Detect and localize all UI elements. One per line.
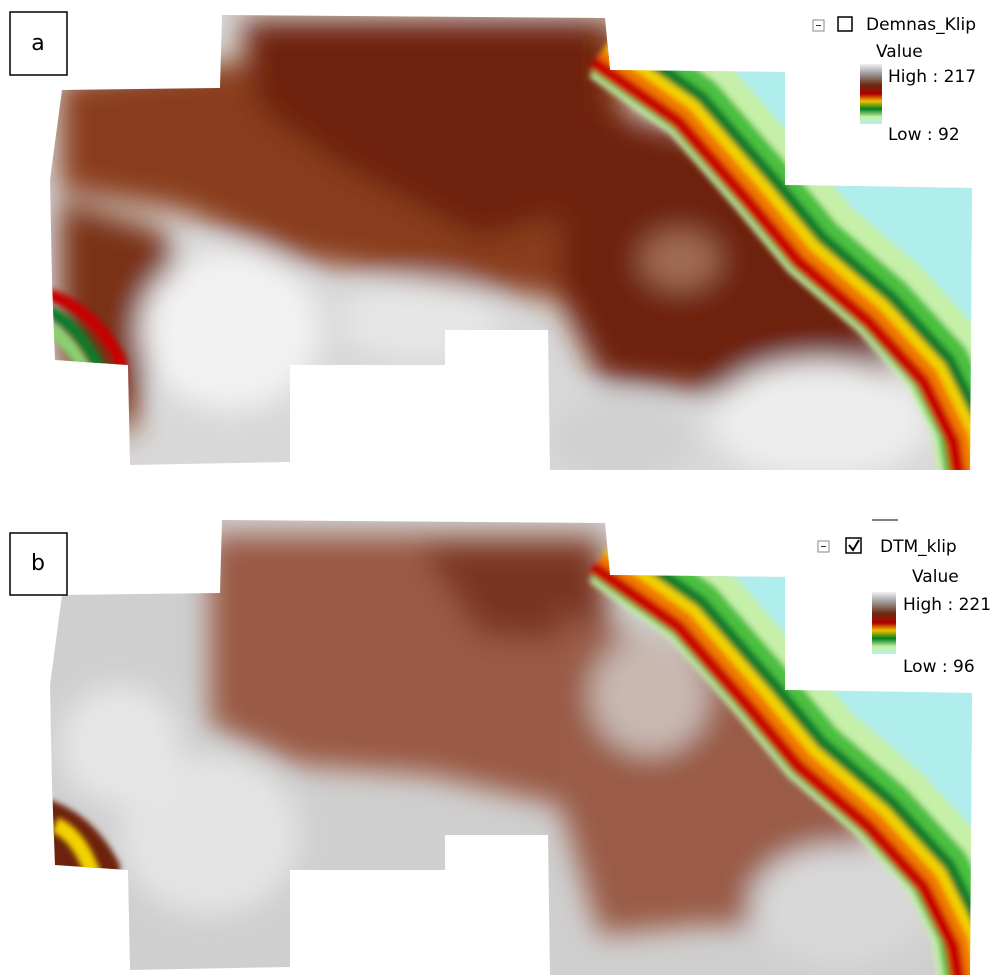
panel-label: a <box>31 31 44 56</box>
raster-a <box>30 10 1000 502</box>
legend-low: Low : 96 <box>903 657 975 677</box>
legend-high: High : 221 <box>903 595 991 615</box>
layer-checkbox[interactable] <box>838 17 852 31</box>
panel-label: b <box>31 551 45 576</box>
color-ramp <box>860 64 882 124</box>
color-ramp <box>872 592 896 654</box>
figure: a b Demnas_Klip Value High : 217 Low : 9… <box>0 0 1001 979</box>
layer-name: Demnas_Klip <box>866 15 976 35</box>
layer-name: DTM_klip <box>880 537 957 557</box>
legend-low: Low : 92 <box>888 125 960 145</box>
legend-high: High : 217 <box>888 67 976 87</box>
legend-title: Value <box>912 567 959 587</box>
legend-title: Value <box>876 42 923 62</box>
